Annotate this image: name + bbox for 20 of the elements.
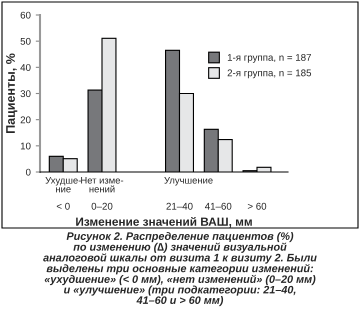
y-tick-label: 30 — [20, 90, 31, 98]
legend-label: 2-я группа, n = 185 — [228, 69, 312, 78]
x-tick-label: 41–60 — [204, 202, 232, 210]
y-tick-label: 50 — [20, 38, 31, 45]
legend-label: 1-я группа, n = 187 — [228, 54, 312, 63]
y-tick-label: 60 — [20, 12, 31, 19]
text: Ухудше- ние — [45, 177, 81, 192]
x-tick-label: > 60 — [248, 202, 266, 210]
y-tick-label: 40 — [20, 64, 31, 71]
x-tick-label: 21–40 — [166, 202, 193, 210]
y-tick-label: 0 — [26, 168, 31, 176]
y-tick-label: 20 — [20, 116, 31, 124]
x-tick-label: 0–20 — [92, 202, 112, 210]
x-axis-title: Изменение значений ВАШ, мм — [76, 216, 252, 228]
y-axis-title: Пациенты, % — [6, 53, 18, 133]
text: Нет изме- нений — [81, 177, 124, 192]
y-tick-label: 10 — [20, 142, 31, 150]
text: Рисунок 2. Распределение пациентов (%) по изменению (∆) значений визуальной аналоговой шкалы от визита 1 к визиту 2. Были выделены три основные категории изменений: «ухудшение» (< 0 мм), «нет изменений» (0–20 мм) и «улучшение» (три подкатегории: 21–40, 41–60 и > 60 мм) — [43, 232, 317, 306]
text: Улучшение — [164, 177, 213, 186]
x-tick-label: < 0 — [56, 202, 70, 210]
